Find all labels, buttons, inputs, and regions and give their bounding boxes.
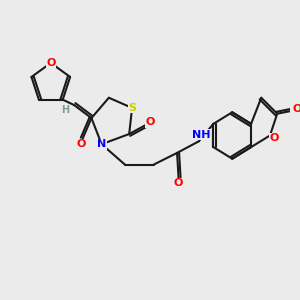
- Text: O: O: [293, 104, 300, 114]
- Text: O: O: [174, 178, 183, 188]
- Text: O: O: [270, 134, 279, 143]
- Text: S: S: [128, 103, 136, 113]
- Text: H: H: [61, 105, 69, 115]
- Text: O: O: [146, 117, 155, 128]
- Text: O: O: [76, 139, 86, 149]
- Text: N: N: [97, 139, 106, 149]
- Text: NH: NH: [192, 130, 210, 140]
- Text: O: O: [46, 58, 56, 68]
